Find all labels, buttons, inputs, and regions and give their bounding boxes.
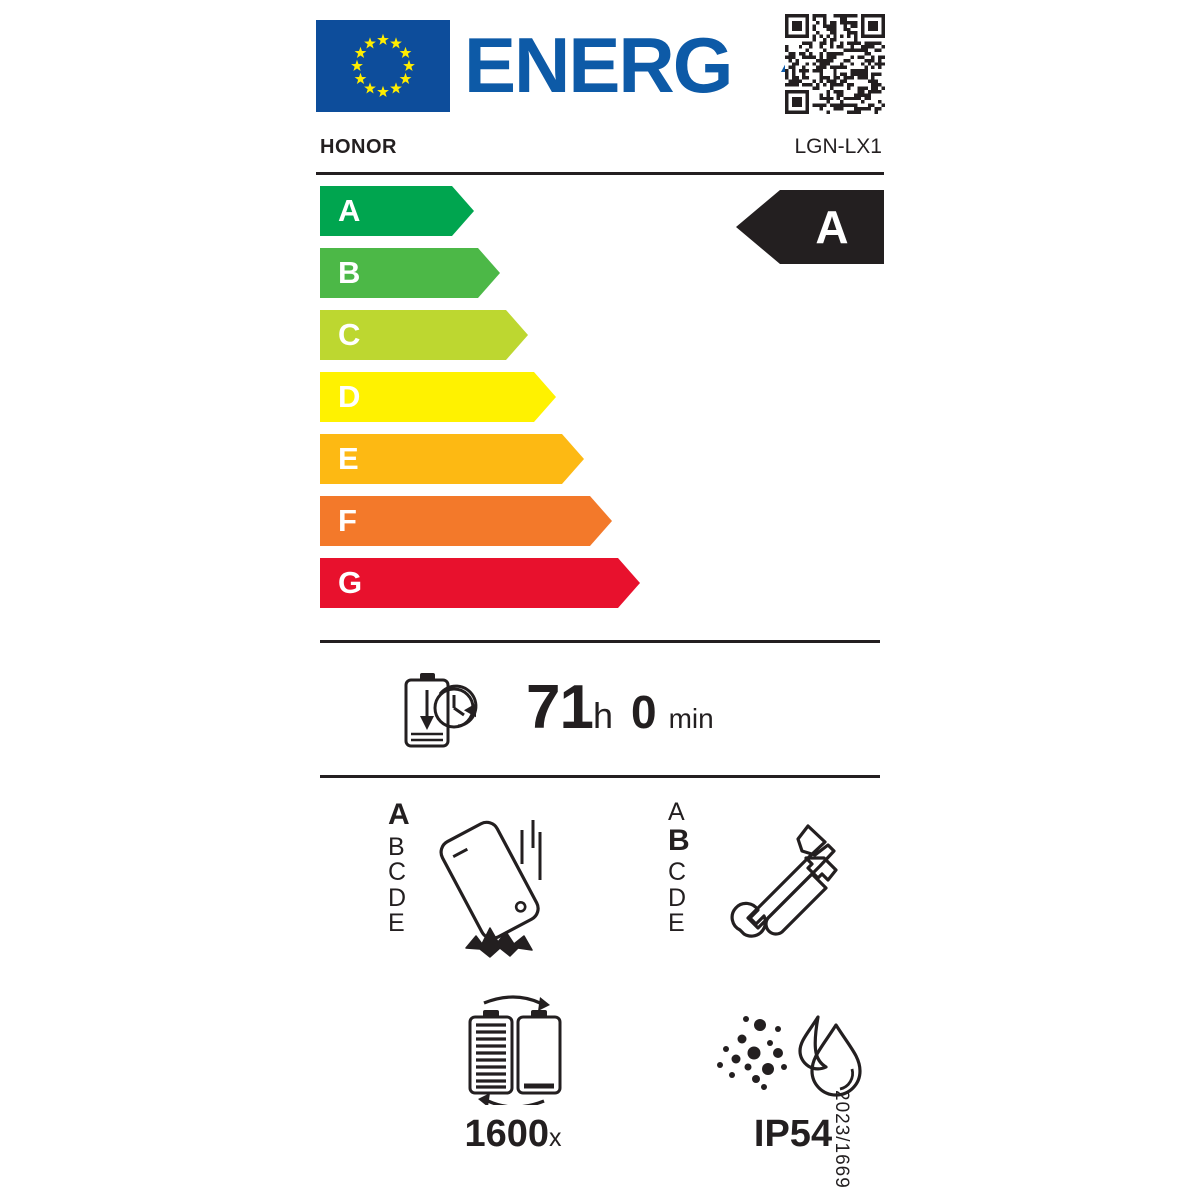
scale-bar-letter: E xyxy=(338,441,359,476)
scale-bar-body xyxy=(320,558,618,608)
class-option-B: B xyxy=(668,823,690,857)
badge-arrow-tip xyxy=(736,190,780,264)
battery-cycles-value: 1600x xyxy=(388,1113,638,1156)
scale-bar-tip xyxy=(534,372,556,422)
regulation-reference: 2023/1669 xyxy=(831,1090,852,1189)
scale-bar-body xyxy=(320,372,534,422)
label-header: ENERG xyxy=(316,14,885,116)
model-identifier: LGN-LX1 xyxy=(794,135,882,158)
class-option-C: C xyxy=(388,858,407,887)
scale-bar-letter: B xyxy=(338,255,361,290)
scale-bar-tip xyxy=(506,310,528,360)
battery-endurance-row: 71h 0 min xyxy=(316,660,884,770)
scale-bar-body xyxy=(320,248,478,298)
scale-bar-body xyxy=(320,186,452,236)
battery-endurance-value: 71h 0 min xyxy=(526,664,714,752)
scale-bar-tip xyxy=(452,186,474,236)
scale-bar-body xyxy=(320,496,590,546)
class-option-E: E xyxy=(388,909,405,938)
metric-ingress-protection: IP54 xyxy=(668,995,918,1165)
scale-bar-tip xyxy=(562,434,584,484)
class-option-A: A xyxy=(388,798,410,831)
battery-cycle-icon xyxy=(454,995,574,1109)
scale-bar-body xyxy=(320,434,562,484)
battery-clock-icon xyxy=(396,668,482,750)
eu-flag-icon xyxy=(316,20,450,112)
scale-bar-letter: D xyxy=(338,379,361,414)
scale-bar-body xyxy=(320,310,506,360)
supplier-row: HONOR LGN-LX1 xyxy=(316,134,884,175)
brand-name: HONOR xyxy=(320,136,397,158)
wrench-screwdriver-icon xyxy=(712,818,852,958)
badge-body xyxy=(780,190,884,264)
ip-rating-value: IP54 xyxy=(753,1113,833,1155)
battery-cycles-suffix: x xyxy=(549,1124,562,1152)
energy-wordmark: ENERG xyxy=(464,21,733,109)
class-option-D: D xyxy=(668,883,687,912)
metric-battery-cycles: 1600x xyxy=(388,995,638,1165)
endurance-hours: 71 xyxy=(526,673,594,742)
class-option-C: C xyxy=(668,858,687,887)
scale-bar-letter: G xyxy=(338,565,363,600)
endurance-minutes-unit: min xyxy=(668,703,714,734)
scale-bar-letter: A xyxy=(338,193,361,228)
scale-bar-letter: C xyxy=(338,317,361,352)
divider-bottom xyxy=(320,775,880,778)
scale-bar-tip xyxy=(618,558,640,608)
dust-water-icon xyxy=(712,1007,872,1107)
awarded-class-letter: A xyxy=(815,201,849,253)
endurance-minutes: 0 xyxy=(631,686,657,738)
class-option-E: E xyxy=(668,909,685,938)
scale-bar-tip xyxy=(478,248,500,298)
battery-cycles-count: 1600 xyxy=(464,1113,550,1155)
scale-bar-letter: F xyxy=(338,503,357,538)
scale-bar-tip xyxy=(590,496,612,546)
qr-code-icon xyxy=(785,14,885,114)
endurance-hours-unit: h xyxy=(592,695,613,736)
class-option-B: B xyxy=(388,832,405,861)
class-option-D: D xyxy=(388,883,407,912)
class-option-A: A xyxy=(668,798,685,826)
divider-top xyxy=(320,640,880,643)
phone-drop-icon xyxy=(436,808,566,958)
